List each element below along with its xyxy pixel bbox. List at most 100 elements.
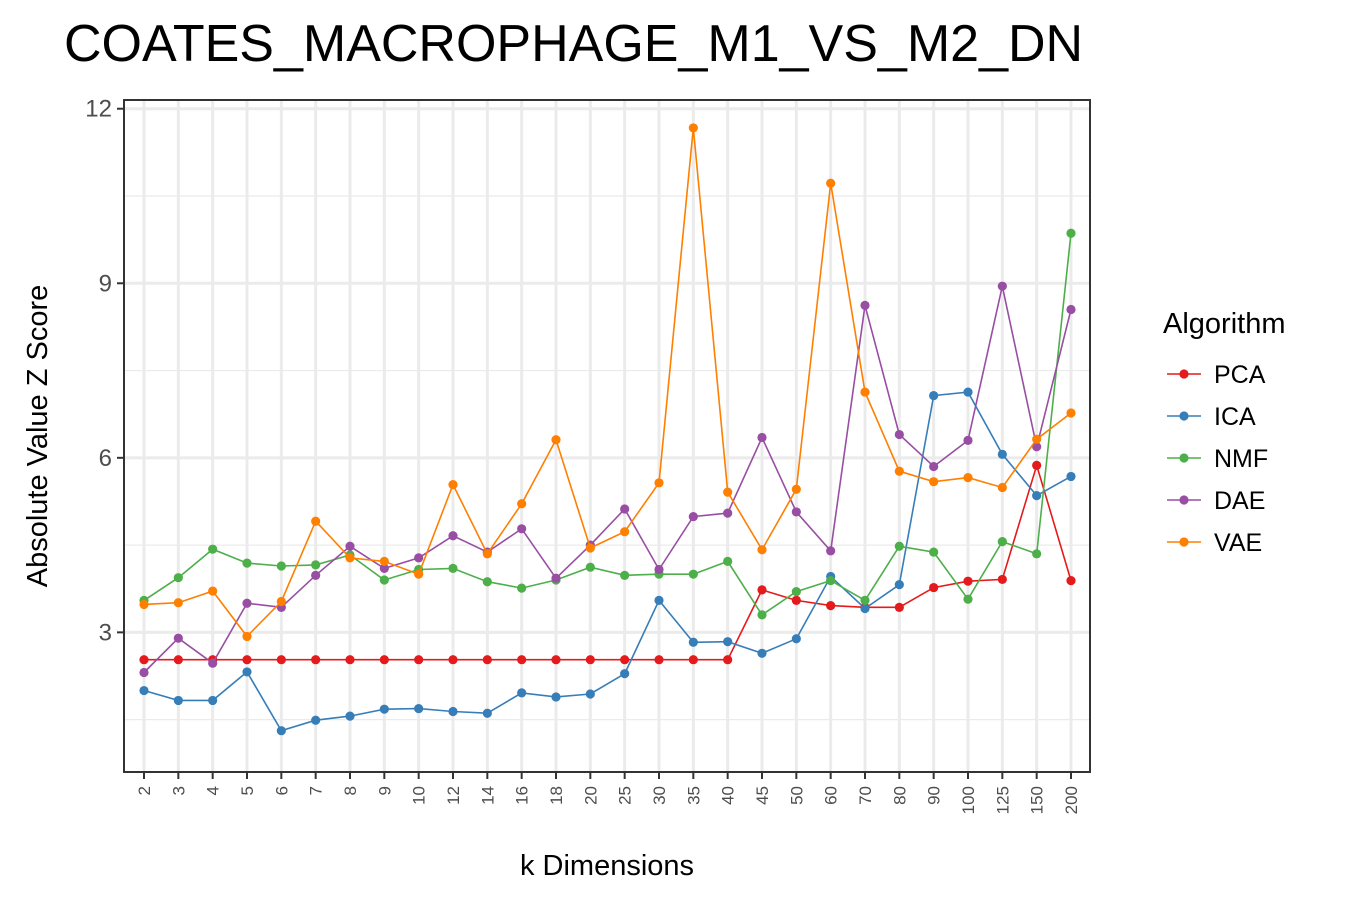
data-point-ica — [242, 667, 252, 677]
data-point-dae — [860, 300, 870, 310]
data-point-vae — [345, 553, 355, 563]
data-point-ica — [414, 703, 424, 714]
x-tick-label: 12 — [444, 786, 463, 805]
x-tick-label: 100 — [959, 786, 978, 814]
data-point-pca — [414, 655, 424, 665]
data-point-vae — [1066, 408, 1076, 418]
data-point-ica — [345, 711, 355, 721]
data-point-vae — [757, 545, 767, 555]
data-point-dae — [242, 598, 252, 608]
series-line-vae — [143, 127, 1072, 638]
data-point-dae — [139, 667, 149, 678]
data-point-vae — [139, 599, 149, 610]
x-tick-label: 4 — [204, 786, 223, 795]
data-point-nmf — [173, 573, 183, 583]
data-point-vae — [654, 478, 664, 488]
x-tick-label: 30 — [650, 786, 669, 805]
series-vae — [139, 123, 1076, 642]
x-tick-label: 14 — [478, 786, 497, 805]
data-point-dae — [826, 546, 836, 556]
x-axis-title: k Dimensions — [520, 850, 694, 882]
data-point-pca — [242, 655, 252, 665]
x-tick-label: 45 — [753, 786, 772, 805]
data-point-nmf — [1066, 228, 1076, 238]
data-point-nmf — [963, 594, 973, 604]
x-tick-label: 40 — [719, 786, 738, 805]
x-tick-label: 50 — [787, 786, 806, 805]
legend-label: DAE — [1214, 487, 1265, 515]
series-ica — [139, 387, 1076, 736]
data-point-dae — [723, 508, 733, 518]
data-point-ica — [379, 704, 389, 714]
data-point-ica — [723, 637, 733, 647]
data-point-pca — [551, 655, 561, 665]
legend-label: PCA — [1214, 361, 1266, 389]
data-point-ica — [311, 715, 321, 725]
legend-label: VAE — [1214, 529, 1262, 557]
data-point-pca — [894, 602, 904, 612]
data-point-dae — [1032, 442, 1042, 452]
y-axis-title: Absolute Value Z Score — [22, 285, 54, 588]
data-point-pca — [1032, 460, 1042, 470]
data-point-ica — [448, 706, 458, 717]
data-point-vae — [208, 586, 218, 596]
data-point-pca — [311, 655, 321, 665]
data-point-nmf — [242, 558, 252, 568]
data-point-vae — [997, 482, 1007, 493]
data-point-dae — [448, 531, 458, 541]
data-point-ica — [997, 449, 1007, 459]
x-tick-label: 7 — [307, 786, 326, 795]
data-point-nmf — [1032, 549, 1042, 559]
data-point-pca — [620, 655, 630, 665]
data-point-vae — [929, 477, 939, 487]
x-tick-label: 125 — [993, 786, 1012, 814]
data-point-pca — [997, 574, 1007, 585]
grid-layer — [124, 100, 1090, 772]
data-point-pca — [173, 655, 183, 665]
x-tick-label: 10 — [410, 786, 429, 805]
data-point-vae — [276, 596, 286, 607]
data-point-ica — [276, 726, 286, 736]
data-point-nmf — [757, 610, 767, 620]
data-point-dae — [791, 507, 801, 517]
legend-key-point — [1179, 537, 1189, 547]
data-point-nmf — [620, 570, 630, 580]
data-point-vae — [894, 466, 904, 476]
x-tick-label: 60 — [822, 786, 841, 805]
data-point-ica — [791, 634, 801, 644]
data-point-nmf — [585, 562, 595, 572]
data-point-pca — [654, 655, 664, 665]
chart-title: COATES_MACROPHAGE_M1_VS_M2_DN — [64, 15, 1084, 73]
legend-item-dae: DAE — [1167, 487, 1265, 515]
data-point-dae — [929, 461, 939, 472]
legend-key-point — [1179, 411, 1189, 421]
legend-key-point — [1179, 495, 1189, 505]
data-point-ica — [963, 387, 973, 397]
data-point-ica — [482, 708, 492, 718]
data-point-nmf — [688, 569, 698, 579]
series-line-dae — [143, 286, 1072, 674]
plot-frame — [123, 99, 1091, 773]
data-point-ica — [551, 692, 561, 702]
data-point-pca — [723, 655, 733, 665]
legend-label: NMF — [1214, 445, 1268, 473]
data-point-nmf — [860, 595, 870, 605]
data-point-pca — [448, 655, 458, 665]
data-point-nmf — [826, 575, 836, 586]
legend-key-point — [1179, 453, 1189, 463]
data-point-vae — [311, 516, 321, 526]
x-tick-label: 20 — [581, 786, 600, 805]
data-point-vae — [173, 598, 183, 608]
data-point-pca — [688, 655, 698, 665]
data-point-pca — [963, 576, 973, 586]
data-point-pca — [276, 655, 286, 665]
data-point-ica — [620, 669, 630, 679]
y-tick-label: 12 — [85, 96, 112, 123]
x-tick-label: 200 — [1062, 786, 1081, 814]
data-point-nmf — [894, 541, 904, 551]
series-line-nmf — [143, 233, 1072, 617]
data-point-ica — [688, 637, 698, 647]
data-point-vae — [585, 543, 595, 553]
